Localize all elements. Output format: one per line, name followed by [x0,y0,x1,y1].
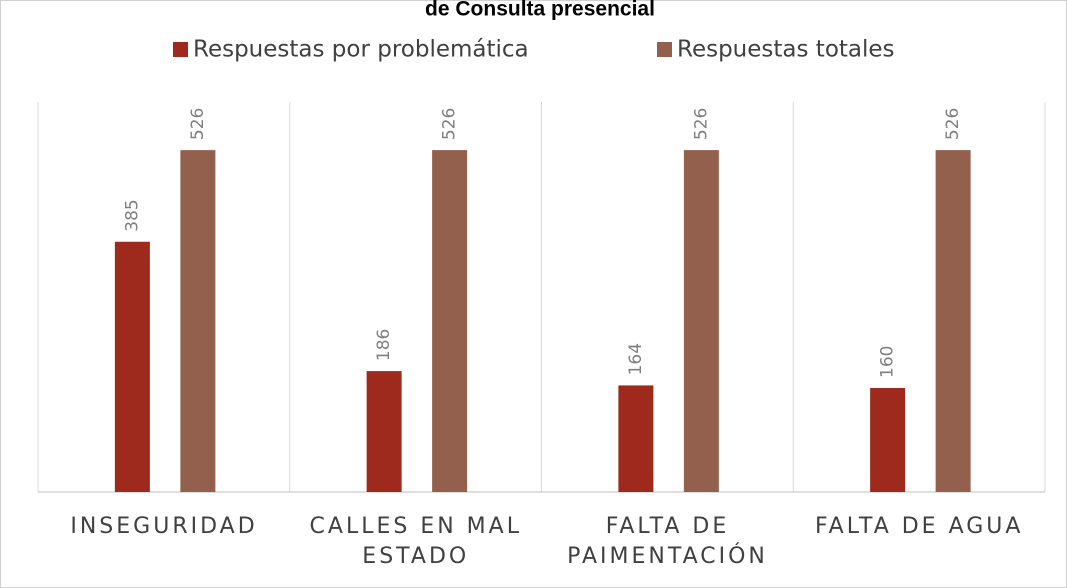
bar [180,150,216,492]
bar [870,388,906,492]
data-label: 160 [878,346,898,378]
data-label: 164 [626,343,646,375]
data-label: 526 [440,108,460,140]
data-label: 385 [122,199,142,231]
legend-swatch [657,42,672,57]
bar [935,150,971,492]
data-label: 526 [188,108,208,140]
x-tick-label: CALLES EN MAL ESTADO [309,514,522,569]
x-tick-label: FALTA DE PAIMENTACIÓN [567,514,768,569]
bar [114,241,150,492]
bar [618,385,654,492]
data-label: 186 [374,329,394,361]
bar [366,371,402,492]
bar [432,150,468,492]
x-tick-label: FALTA DE AGUA [815,514,1024,539]
bar [683,150,719,492]
chart-title: de Consulta presencial [425,0,655,21]
legend-label: Respuestas totales [677,37,895,63]
data-label: 526 [691,108,711,140]
data-label: 526 [943,108,963,140]
x-tick-label: INSEGURIDAD [70,514,258,539]
legend-label: Respuestas por problemática [193,37,529,63]
legend-swatch [173,42,188,57]
